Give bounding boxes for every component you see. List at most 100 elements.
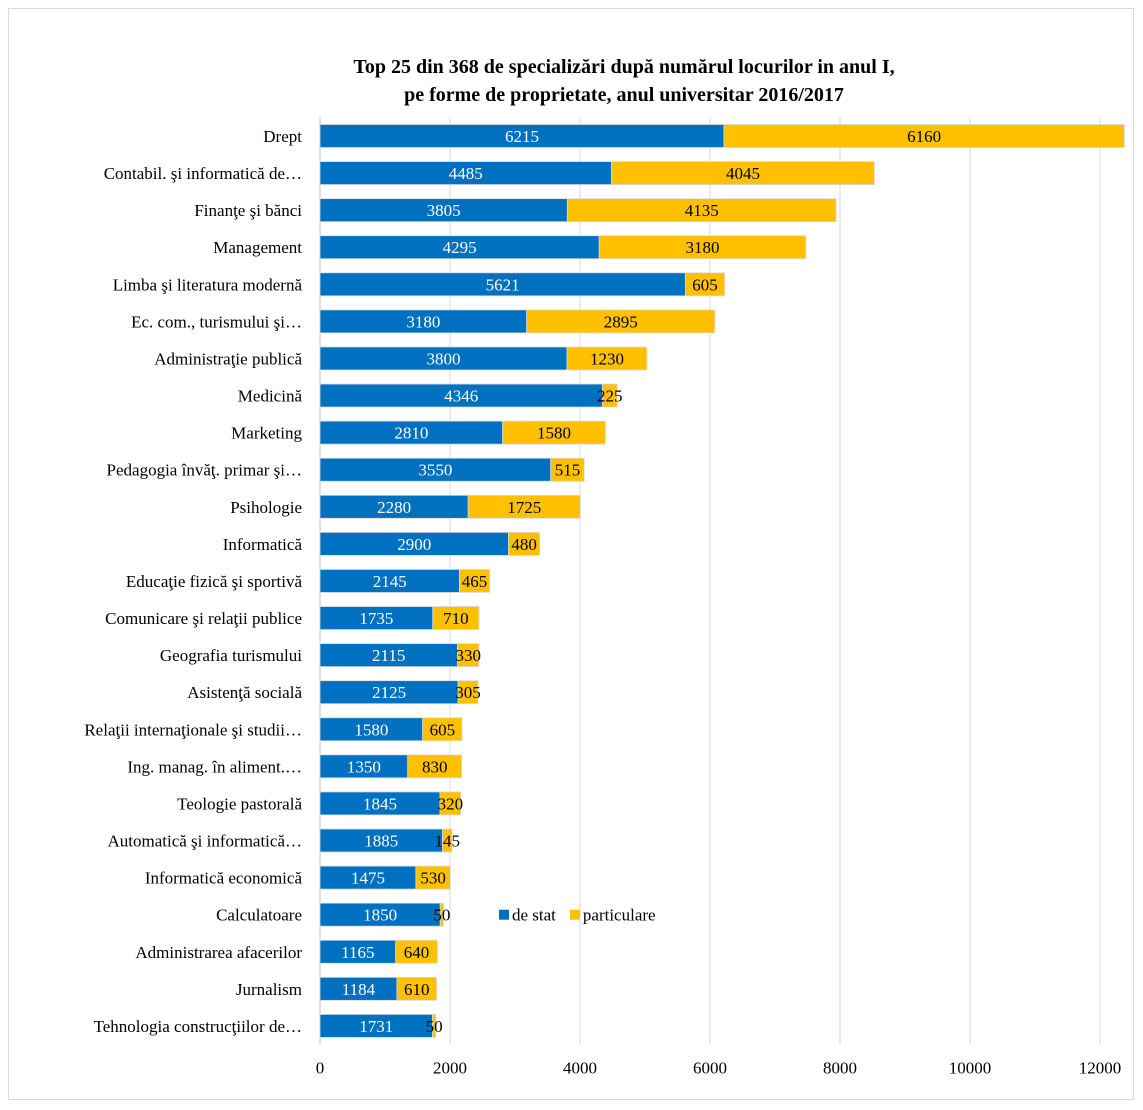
data-label: 4135 — [685, 201, 719, 220]
data-label: 305 — [455, 683, 481, 702]
data-label: 3180 — [406, 312, 440, 331]
data-label: 1350 — [347, 757, 381, 776]
data-label: 330 — [455, 646, 481, 665]
data-label: 6215 — [505, 127, 539, 146]
bar-particulare — [684, 272, 726, 297]
bar-particulare — [502, 420, 606, 445]
category-label: Contabil. şi informatică de… — [104, 164, 302, 183]
data-label: 1735 — [359, 609, 393, 628]
category-label: Pedagogia învăţ. primar şi… — [107, 461, 302, 480]
data-label: 465 — [462, 572, 488, 591]
category-label: Educaţie fizică şi sportivă — [126, 572, 303, 591]
data-label: 2115 — [372, 646, 405, 665]
x-tick-label: 12000 — [1079, 1058, 1122, 1077]
category-label: Geografia turismului — [160, 646, 302, 665]
category-label: Marketing — [231, 424, 302, 443]
bar-particulare — [723, 124, 1125, 148]
data-label: 3180 — [686, 238, 720, 257]
chart-title: Top 25 din 368 de specializări după numă… — [353, 56, 894, 78]
gridlines — [319, 117, 1101, 1045]
category-label: Tehnologia construcţiilor de… — [94, 1017, 302, 1036]
data-label: 2895 — [604, 312, 638, 331]
bar-particulare — [457, 680, 479, 705]
data-label: 320 — [438, 794, 464, 813]
x-tick-label: 0 — [316, 1058, 325, 1077]
category-labels: Drept Contabil. şi informatică de… Finanţe… — [84, 127, 302, 1036]
data-label: 3805 — [427, 201, 461, 220]
data-label: 1885 — [364, 832, 398, 851]
x-tick-label: 10000 — [949, 1058, 992, 1077]
bar-particulare — [432, 606, 480, 630]
data-label: 1580 — [354, 720, 388, 739]
legend-swatch — [499, 909, 509, 920]
bar-particulare — [467, 494, 581, 519]
data-label: 4295 — [443, 238, 477, 257]
x-tick-label: 2000 — [433, 1058, 467, 1077]
category-label: Teologie pastorală — [177, 794, 302, 813]
bar-particulare — [396, 976, 438, 1001]
bar-particulare — [439, 791, 462, 816]
data-label: 830 — [422, 757, 448, 776]
bar-particulare — [442, 828, 453, 853]
data-label: 1850 — [363, 906, 397, 925]
chart-subtitle: pe forme de proprietate, anul universita… — [404, 84, 844, 106]
data-label: 5621 — [486, 275, 520, 294]
bar-particulare — [432, 1014, 437, 1038]
category-label: Ec. com., turismului şi… — [131, 312, 302, 331]
legend-swatch — [569, 909, 580, 920]
x-axis-ticks: 0 2000 4000 6000 8000 10000 12000 — [316, 1058, 1122, 1077]
data-label: 3550 — [418, 461, 452, 480]
category-label: Medicină — [238, 387, 303, 406]
bar-particulare — [566, 198, 837, 223]
data-label: 610 — [404, 980, 430, 999]
legend-label: particulare — [583, 906, 656, 925]
data-label: 50 — [433, 906, 450, 925]
category-label: Management — [213, 238, 302, 257]
data-label: 1731 — [359, 1017, 393, 1036]
bar-particulare — [602, 383, 618, 408]
data-label: 1580 — [537, 424, 571, 443]
data-label: 2280 — [377, 498, 411, 517]
category-label: Comunicare şi relaţii publice — [105, 609, 302, 628]
data-label: 530 — [420, 869, 446, 888]
data-label: 640 — [404, 943, 430, 962]
category-label: Psihologie — [230, 498, 302, 517]
bar-particulare — [459, 569, 491, 593]
legend-label: de stat — [512, 906, 556, 925]
data-label: 605 — [692, 275, 718, 294]
data-label: 4045 — [726, 164, 760, 183]
bar-particulare — [611, 161, 875, 185]
data-label: 1184 — [342, 980, 376, 999]
bar-particulare — [598, 235, 807, 260]
category-label: Finanţe şi bănci — [194, 201, 302, 220]
data-label: 1845 — [363, 794, 397, 813]
data-label: 2810 — [394, 424, 428, 443]
legend: de stat particulare — [499, 906, 656, 925]
data-label: 1165 — [341, 943, 374, 962]
stacked-bar-chart: Top 25 din 368 de specializări după numă… — [84, 56, 1125, 1077]
bar-particulare — [439, 902, 444, 927]
category-label: Ing. manag. în aliment.… — [127, 757, 302, 776]
data-label: 6160 — [907, 127, 941, 146]
data-label: 1230 — [590, 349, 624, 368]
bar-particulare — [550, 457, 585, 482]
category-label: Drept — [263, 127, 302, 146]
category-label: Administraţie publică — [154, 349, 302, 368]
category-label: Limba şi literatura modernă — [113, 275, 303, 294]
x-tick-label: 4000 — [563, 1058, 597, 1077]
data-label: 4485 — [449, 164, 483, 183]
bar-particulare — [526, 309, 716, 334]
category-label: Automatică şi informatică… — [108, 832, 303, 851]
bar-particulare — [457, 643, 480, 668]
data-label: 2145 — [373, 572, 407, 591]
bar-particulare — [395, 939, 438, 964]
data-label: 480 — [511, 535, 537, 554]
data-label: 50 — [426, 1017, 443, 1036]
category-label: Calculatoare — [216, 906, 302, 925]
category-label: Relaţii internaţionale şi studii… — [84, 720, 302, 739]
category-label: Informatică economică — [145, 869, 303, 888]
chart-frame: Top 25 din 368 de specializări după numă… — [8, 8, 1134, 1100]
bars: 6215 6160 4485 4045 3805 4135 4295 3180 5621 605 3… — [319, 124, 1125, 1038]
bar-particulare — [566, 346, 648, 371]
data-label: 2900 — [397, 535, 431, 554]
